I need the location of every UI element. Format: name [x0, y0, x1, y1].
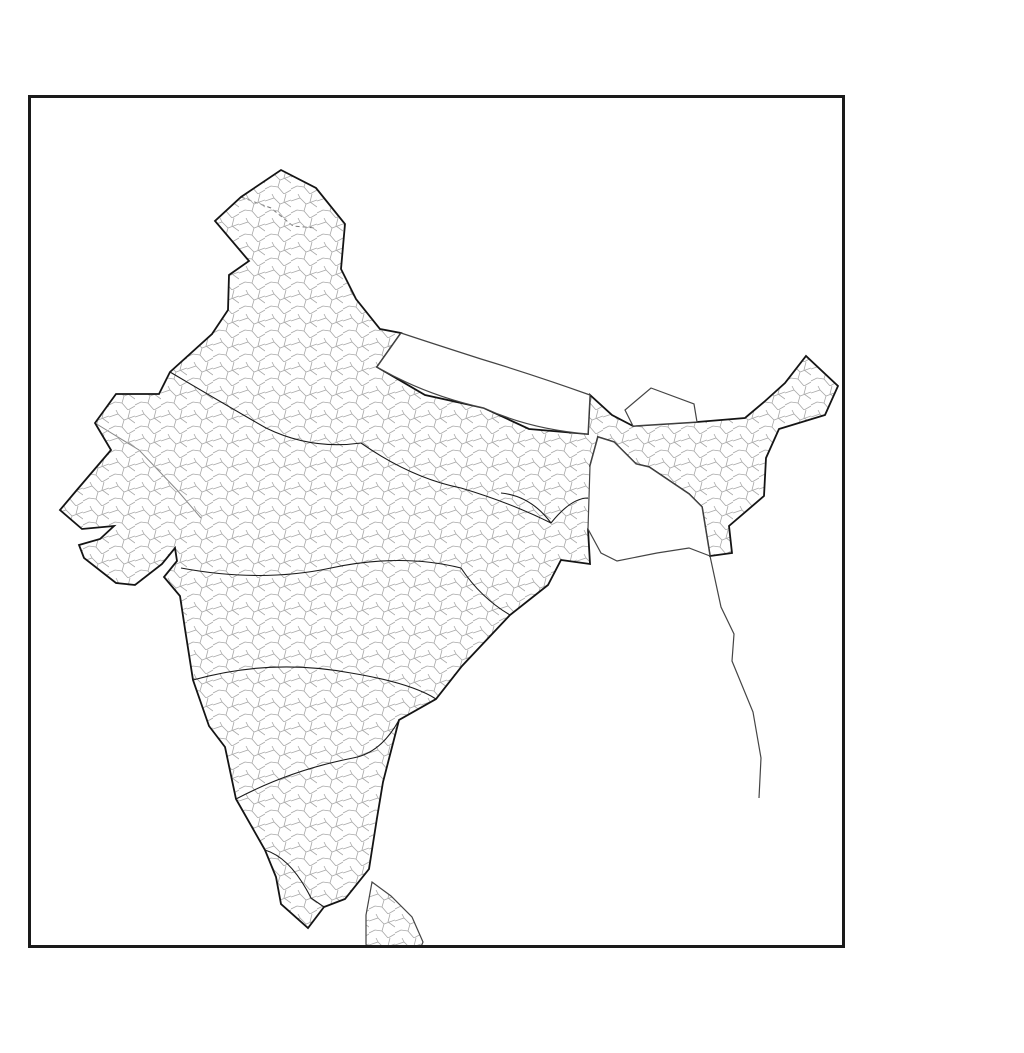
india-lightning-map: [58, 168, 840, 945]
colorbar-legend: [897, 108, 1024, 932]
map-plot-area: [28, 95, 845, 948]
basemap-boundaries: [58, 168, 840, 945]
india-outline: [58, 168, 840, 930]
sri-lanka-outline: [365, 880, 424, 945]
